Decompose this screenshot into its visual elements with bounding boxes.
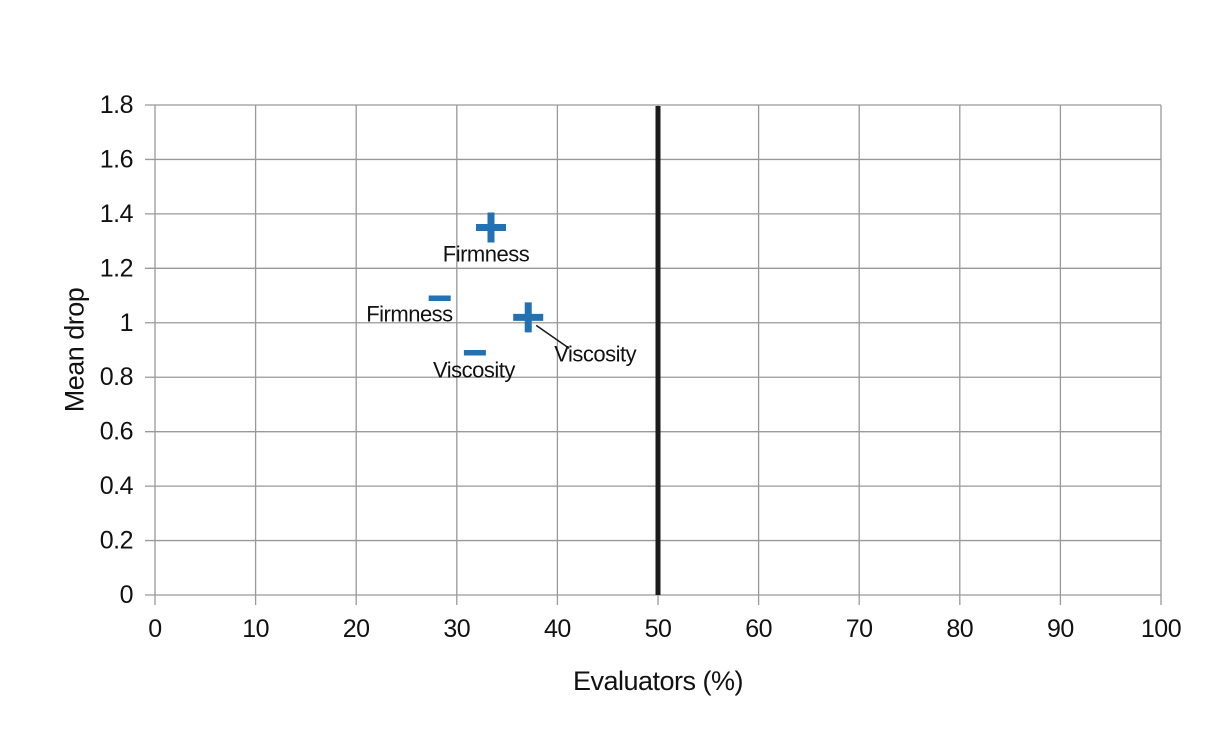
y-tick-label: 0.4 bbox=[100, 472, 134, 500]
x-tick-label: 40 bbox=[544, 615, 571, 643]
y-tick-label: 1.4 bbox=[100, 200, 134, 228]
x-tick-label: 90 bbox=[1047, 615, 1074, 643]
y-tick-label: 0.8 bbox=[100, 363, 133, 391]
x-tick-label: 70 bbox=[846, 615, 873, 643]
y-tick-label: 1.2 bbox=[100, 254, 133, 282]
x-tick-label: 100 bbox=[1141, 615, 1181, 643]
point-label: Firmness bbox=[443, 242, 530, 267]
annotation-leader-line bbox=[535, 324, 570, 349]
y-axis-title: Mean drop bbox=[59, 287, 90, 413]
y-tick-label: 1.8 bbox=[100, 91, 133, 119]
scatter-marker-plus bbox=[513, 302, 544, 333]
x-tick-label: 30 bbox=[443, 615, 470, 643]
y-tick-label: 1 bbox=[120, 309, 133, 337]
x-tick-label: 20 bbox=[343, 615, 370, 643]
y-tick-label: 0.2 bbox=[100, 527, 133, 555]
y-tick-label: 0.6 bbox=[100, 418, 133, 446]
x-tick-label: 10 bbox=[242, 615, 269, 643]
scatter-marker-plus bbox=[476, 212, 507, 243]
x-tick-label: 60 bbox=[745, 615, 772, 643]
x-tick-label: 50 bbox=[645, 615, 672, 643]
y-tick-label: 1.6 bbox=[100, 145, 133, 173]
point-label: Viscosity bbox=[554, 341, 636, 366]
point-label: Firmness bbox=[366, 301, 453, 326]
x-tick-label: 80 bbox=[946, 615, 973, 643]
point-label: Viscosity bbox=[433, 358, 515, 383]
x-axis-title: Evaluators (%) bbox=[572, 666, 744, 696]
x-tick-label: 0 bbox=[148, 615, 161, 643]
y-tick-label: 0 bbox=[120, 581, 133, 609]
